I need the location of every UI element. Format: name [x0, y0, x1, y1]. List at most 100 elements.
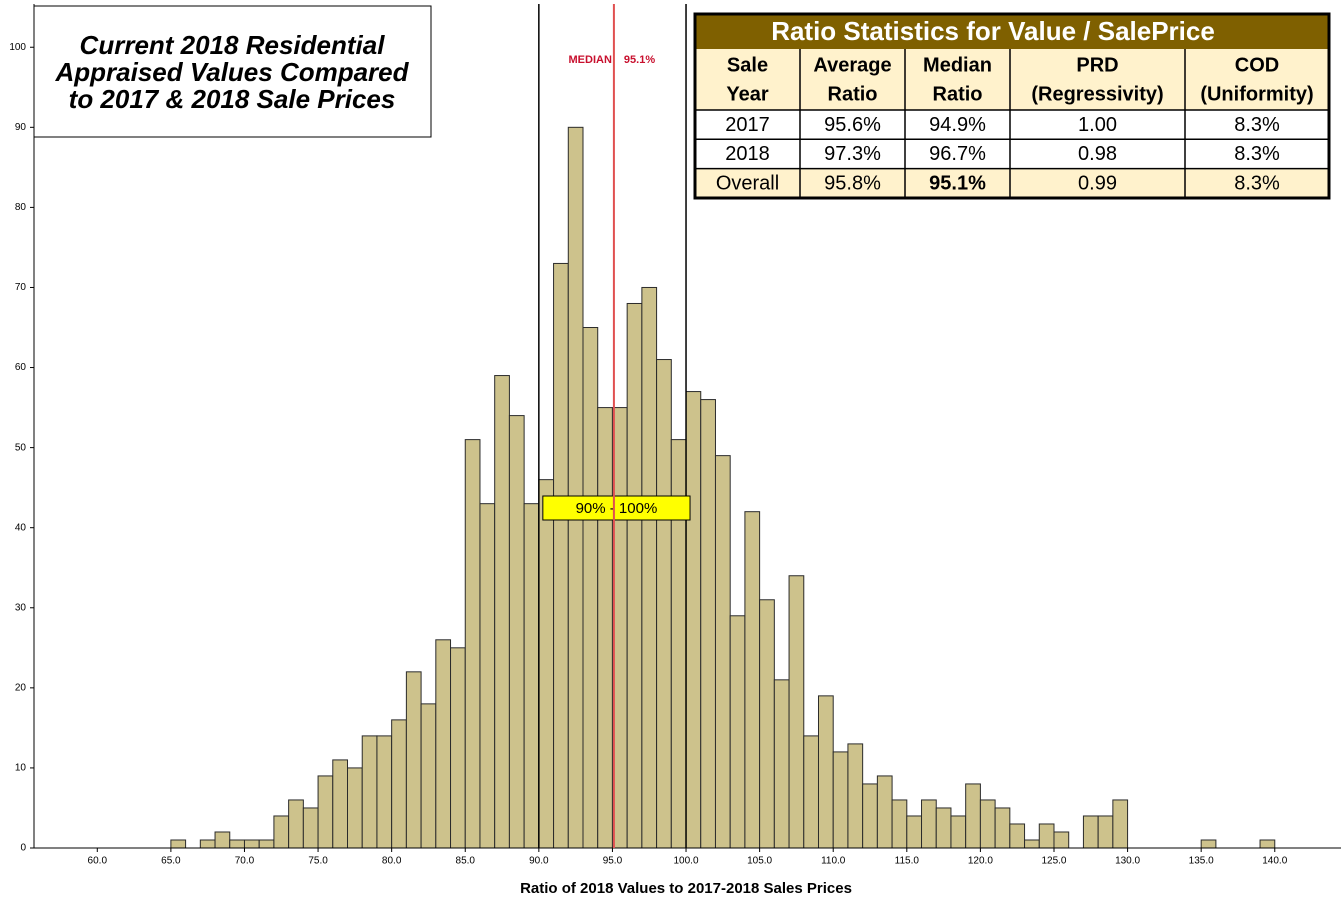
bar [1024, 839, 1040, 849]
bar [803, 735, 819, 849]
y-tick-label: 40 [15, 522, 27, 533]
x-tick-label: 120.0 [968, 856, 993, 867]
bar [876, 775, 893, 849]
x-tick-label: 140.0 [1262, 856, 1287, 867]
chart-title: Appraised Values Compared [54, 57, 409, 87]
bar [288, 799, 304, 849]
table-header: Median [923, 54, 992, 76]
table-header: Average [813, 54, 891, 76]
bar [994, 807, 1011, 849]
bar [494, 375, 510, 849]
bar [773, 679, 790, 849]
y-tick-label: 0 [20, 843, 26, 854]
y-tick-label: 70 [15, 282, 27, 293]
bar [170, 839, 187, 849]
x-tick-label: 130.0 [1115, 856, 1140, 867]
y-tick-label: 100 [9, 42, 26, 53]
bar [258, 839, 275, 849]
table-header: (Regressivity) [1031, 83, 1163, 105]
x-tick-label: 70.0 [235, 856, 255, 867]
table-cell: 95.1% [929, 173, 986, 195]
x-tick-label: 90.0 [529, 856, 549, 867]
x-tick-label: 75.0 [308, 856, 328, 867]
median-label: MEDIAN [569, 54, 612, 66]
bar [759, 599, 775, 849]
y-tick-label: 20 [15, 682, 27, 693]
bar [464, 439, 481, 849]
x-tick-label: 105.0 [747, 856, 772, 867]
table-header: (Uniformity) [1200, 83, 1313, 105]
bar [582, 327, 599, 849]
table-header: Ratio [933, 83, 983, 105]
table-cell: 96.7% [929, 143, 986, 165]
x-tick-label: 115.0 [895, 856, 920, 867]
bar [361, 735, 378, 849]
bar [450, 647, 466, 849]
bar [891, 799, 908, 849]
x-tick-label: 80.0 [382, 856, 402, 867]
y-tick-label: 80 [15, 202, 27, 213]
bar [1259, 839, 1276, 849]
range-label-box [542, 495, 691, 521]
bar [847, 743, 864, 849]
table-header: COD [1235, 54, 1279, 76]
bar [553, 262, 569, 849]
bar [199, 839, 216, 849]
bar [979, 799, 996, 849]
bar [1112, 799, 1129, 849]
table-cell: 8.3% [1234, 114, 1280, 136]
bar [243, 839, 260, 849]
x-tick-label: 85.0 [456, 856, 476, 867]
table-cell: 1.00 [1078, 114, 1117, 136]
bar [214, 831, 231, 849]
table-title: Ratio Statistics for Value / SalePrice [771, 16, 1215, 46]
table-cell: 8.3% [1234, 173, 1280, 195]
x-axis-label: Ratio of 2018 Values to 2017-2018 Sales … [520, 880, 852, 897]
bar [1082, 815, 1099, 849]
x-tick-label: 110.0 [821, 856, 846, 867]
table-cell: 95.6% [824, 114, 881, 136]
table-cell: 2018 [725, 143, 770, 165]
x-tick-label: 60.0 [88, 856, 108, 867]
bar [376, 735, 393, 849]
bar [729, 615, 746, 849]
bar [700, 399, 716, 849]
x-tick-label: 100.0 [674, 856, 699, 867]
bar [626, 302, 643, 849]
bar [273, 815, 290, 849]
range-label: 90% - 100% [576, 500, 658, 517]
bar [420, 703, 437, 849]
bar [744, 511, 761, 849]
table-border [693, 12, 1331, 200]
chart-title: to 2017 & 2018 Sale Prices [69, 84, 396, 114]
table-cell: 97.3% [824, 143, 881, 165]
bar [832, 751, 849, 849]
bar [1009, 823, 1026, 849]
bar [332, 759, 349, 849]
bar [523, 503, 540, 849]
x-tick-label: 125.0 [1041, 856, 1066, 867]
y-tick-label: 30 [15, 602, 27, 613]
table-cell: Overall [716, 173, 779, 195]
x-tick-label: 135.0 [1189, 856, 1214, 867]
bar [302, 807, 319, 849]
table-cell: 8.3% [1234, 143, 1280, 165]
median-value-label: 95.1% [624, 54, 655, 66]
table-cell: 0.98 [1078, 143, 1117, 165]
y-tick-label: 10 [15, 763, 27, 774]
table-header: PRD [1076, 54, 1118, 76]
y-tick-label: 50 [15, 442, 27, 453]
bar [508, 415, 525, 849]
table-header: Ratio [828, 83, 878, 105]
bar [1097, 815, 1114, 849]
bar [567, 126, 584, 849]
bar [862, 783, 878, 849]
bar [405, 671, 422, 849]
table-cell: 95.8% [824, 173, 881, 195]
bar [1053, 831, 1070, 849]
bar [685, 391, 702, 849]
table-title-bg [695, 14, 1329, 49]
table-cell: 2017 [725, 114, 770, 136]
table-header: Sale [727, 54, 768, 76]
